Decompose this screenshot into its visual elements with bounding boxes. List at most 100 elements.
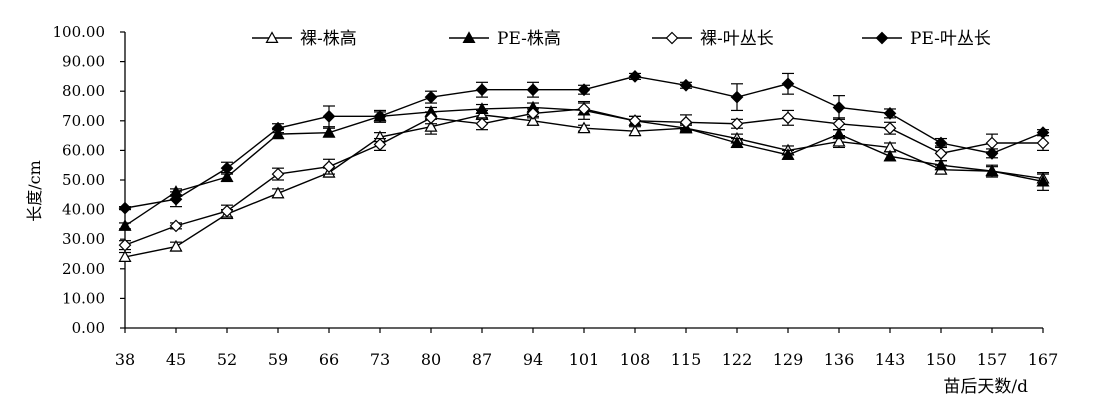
data-point <box>577 121 591 134</box>
x-tick-label: 129 <box>773 350 804 369</box>
x-tick-label: 115 <box>671 350 702 369</box>
x-tick-label: 73 <box>370 350 390 369</box>
data-point <box>730 117 744 131</box>
data-point <box>934 147 948 160</box>
data-point <box>118 250 132 262</box>
data-point <box>271 121 285 135</box>
legend-marker <box>462 31 476 44</box>
data-point <box>628 70 642 83</box>
legend-label: 裸-株高 <box>300 29 357 49</box>
data-point <box>985 136 999 150</box>
y-tick-label: 50.00 <box>62 171 105 189</box>
x-tick-label: 167 <box>1028 350 1059 369</box>
data-point <box>322 110 336 123</box>
data-point <box>832 134 846 147</box>
data-point <box>985 164 999 177</box>
data-point <box>169 219 183 233</box>
data-point <box>832 117 846 131</box>
legend-marker <box>265 31 279 44</box>
data-point <box>883 149 897 162</box>
legend: 裸-株高 PE-株高 裸-叶丛长 PE-叶丛长 <box>252 29 991 49</box>
data-point <box>577 102 591 116</box>
x-tick-label: 157 <box>977 350 1008 369</box>
series-3 <box>118 102 1050 252</box>
data-point <box>475 83 489 97</box>
data-point <box>781 111 795 125</box>
legend-label: PE-叶丛长 <box>910 29 991 49</box>
y-tick-label: 40.00 <box>62 201 105 219</box>
y-tick-label: 100.00 <box>53 23 106 41</box>
data-point <box>373 110 387 123</box>
data-point <box>577 83 591 97</box>
y-tick-label: 70.00 <box>62 112 105 130</box>
x-tick-label: 122 <box>722 350 753 369</box>
data-point <box>883 121 897 135</box>
x-tick-label: 143 <box>875 350 906 369</box>
x-tick-label: 45 <box>166 350 186 369</box>
x-tick-label: 38 <box>115 350 135 369</box>
y-axis-label: 长度/cm <box>25 160 44 222</box>
data-point <box>628 124 642 137</box>
x-tick-label: 87 <box>472 350 492 369</box>
data-point <box>220 204 234 218</box>
y-tick-label: 60.00 <box>62 141 105 159</box>
x-tick-label: 66 <box>319 350 339 369</box>
legend-entry-4: PE-叶丛长 <box>862 29 991 49</box>
y-tick-label: 10.00 <box>62 289 105 307</box>
legend-entry-2: PE-株高 <box>449 29 561 49</box>
legend-label: 裸-叶丛长 <box>700 29 774 49</box>
data-point <box>679 115 693 129</box>
data-point <box>475 117 489 131</box>
data-point <box>526 83 540 97</box>
data-point <box>322 160 336 174</box>
data-point <box>1036 174 1050 187</box>
data-point <box>526 107 540 120</box>
data-point <box>424 111 438 125</box>
series-1 <box>118 108 1050 262</box>
y-tick-label: 30.00 <box>62 230 105 248</box>
data-point <box>424 90 438 104</box>
data-point <box>730 90 744 104</box>
x-tick-label: 108 <box>620 350 651 369</box>
x-tick-label: 101 <box>569 350 600 369</box>
data-point <box>526 114 540 126</box>
data-point <box>730 136 744 148</box>
data-point <box>118 219 132 231</box>
data-point <box>118 238 132 252</box>
legend-marker <box>665 31 679 45</box>
data-point <box>934 136 948 150</box>
data-point <box>679 78 693 92</box>
x-axis-label: 苗后天数/d <box>943 377 1028 397</box>
data-point <box>118 201 132 215</box>
data-point <box>832 101 846 114</box>
series-layer <box>118 70 1050 262</box>
data-point <box>220 161 234 175</box>
data-point <box>1036 126 1050 139</box>
legend-entry-1: 裸-株高 <box>252 29 357 49</box>
y-tick-label: 0.00 <box>72 319 105 337</box>
y-tick-label: 90.00 <box>62 53 105 71</box>
data-point <box>985 147 999 160</box>
y-tick-label: 20.00 <box>62 260 105 278</box>
data-point <box>169 192 183 206</box>
y-tick-label: 80.00 <box>62 82 105 100</box>
data-point <box>781 148 795 160</box>
data-point <box>424 119 438 132</box>
x-tick-label: 136 <box>824 350 855 369</box>
data-point <box>628 114 642 128</box>
series-4 <box>118 70 1050 215</box>
legend-label: PE-株高 <box>497 29 561 49</box>
data-point <box>271 186 285 199</box>
data-point <box>781 77 795 91</box>
data-point <box>373 138 387 151</box>
data-point <box>220 170 234 183</box>
x-tick-label: 80 <box>421 350 441 369</box>
legend-marker <box>875 31 889 45</box>
x-tick-label: 52 <box>217 350 237 369</box>
data-point <box>832 127 846 140</box>
series-line <box>124 75 1044 209</box>
data-point <box>169 239 183 252</box>
data-point <box>475 102 489 114</box>
